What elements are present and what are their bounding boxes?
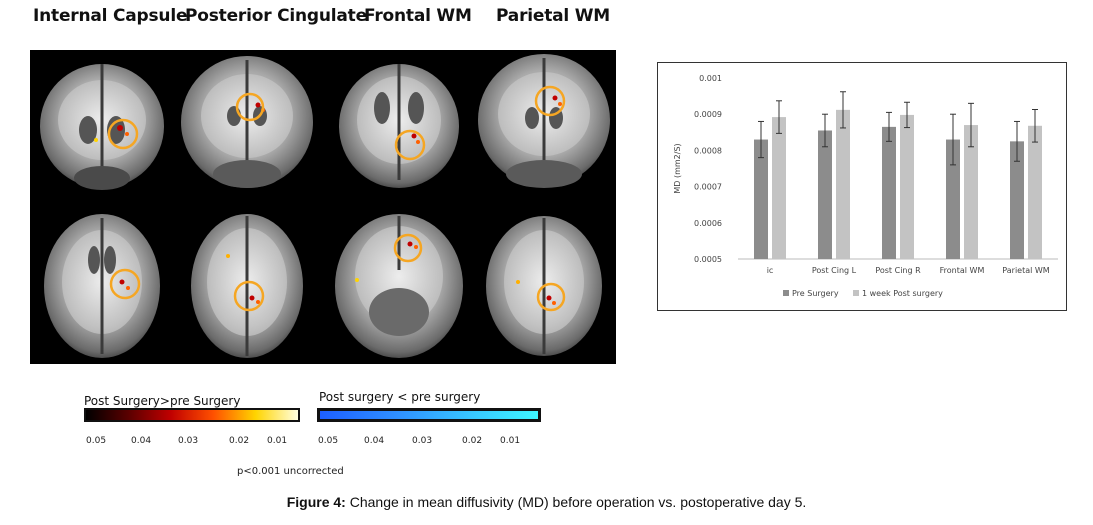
x-tick-label: Post Cing R [875, 266, 921, 275]
legend-label: 1 week Post surgery [862, 289, 943, 298]
bar-post [900, 114, 914, 259]
y-tick-label: 0.0005 [694, 255, 722, 264]
x-tick-label: Post Cing L [812, 266, 857, 275]
y-tick-label: 0.0009 [694, 110, 722, 119]
mri-slice-fwm-coronal [339, 64, 459, 188]
bar-pre [946, 139, 960, 259]
colorbar-red-title: Post Surgery>pre Surgery [84, 394, 241, 408]
bar-post [964, 125, 978, 259]
bar-pre [754, 139, 768, 259]
colorbar-blue-tick: 0.04 [364, 436, 385, 446]
colorbar-red [84, 408, 300, 422]
x-tick-label: ic [767, 266, 774, 275]
bar-pre [1010, 141, 1024, 259]
figure-caption-text: Change in mean diffusivity (MD) before o… [349, 494, 807, 510]
colorbar-red-tick: 0.01 [267, 436, 288, 446]
colorbar-red-tick: 0.03 [178, 436, 199, 446]
figure-caption: Figure 4: Change in mean diffusivity (MD… [0, 494, 1093, 510]
bar-post [772, 117, 786, 259]
mri-slices-illustration [40, 54, 610, 358]
legend-swatch [783, 290, 789, 296]
mri-image-panel [30, 50, 616, 364]
x-tick-label: Frontal WM [940, 266, 985, 275]
mri-slice-fwm-axial [335, 214, 463, 358]
colorbar-blue-tick: 0.05 [318, 436, 339, 446]
colorbar-blue-tick: 0.01 [500, 436, 521, 446]
y-axis-label: MD (mm2/S) [673, 143, 682, 193]
column-title-frontal-wm: Frontal WM [364, 6, 472, 26]
mri-slice-ic-axial [44, 214, 160, 358]
y-tick-label: 0.0008 [694, 146, 722, 155]
colorbar-blue [317, 408, 541, 422]
colorbar-blue-tick: 0.03 [412, 436, 433, 446]
column-title-posterior-cingulate: Posterior Cingulate [185, 6, 367, 26]
md-bar-chart: 0.0005 0.0006 0.0007 0.0008 0.0009 0.001 MD (m… [657, 62, 1067, 311]
legend-label: Pre Surgery [792, 289, 839, 298]
bar-pre [818, 130, 832, 259]
mri-slice-pc-coronal [181, 56, 313, 188]
threshold-note: p<0.001 uncorrected [237, 466, 344, 477]
bar-post [1028, 125, 1042, 259]
bar-pre [882, 126, 896, 259]
bar-post [836, 109, 850, 259]
colorbar-blue-tick: 0.02 [462, 436, 483, 446]
y-tick-label: 0.001 [699, 74, 722, 83]
y-tick-label: 0.0007 [694, 183, 722, 192]
colorbar-red-tick: 0.05 [86, 436, 107, 446]
colorbar-red-tick: 0.02 [229, 436, 250, 446]
colorbar-red-tick: 0.04 [131, 436, 152, 446]
md-bar-chart-svg: 0.0005 0.0006 0.0007 0.0008 0.0009 0.001 MD (m… [673, 74, 1058, 298]
column-title-internal-capsule: Internal Capsule [33, 6, 188, 26]
mri-slice-pwm-axial [486, 216, 602, 356]
legend-swatch [853, 290, 859, 296]
y-tick-label: 0.0006 [694, 219, 722, 228]
mri-slice-ic-coronal [40, 64, 164, 190]
colorbar-blue-title: Post surgery < pre surgery [319, 390, 481, 404]
figure-caption-label: Figure 4: [286, 494, 346, 510]
column-title-parietal-wm: Parietal WM [496, 6, 611, 26]
mri-slice-pwm-coronal [478, 54, 610, 188]
mri-slice-pc-axial [191, 214, 303, 358]
x-tick-label: Parietal WM [1002, 266, 1050, 275]
